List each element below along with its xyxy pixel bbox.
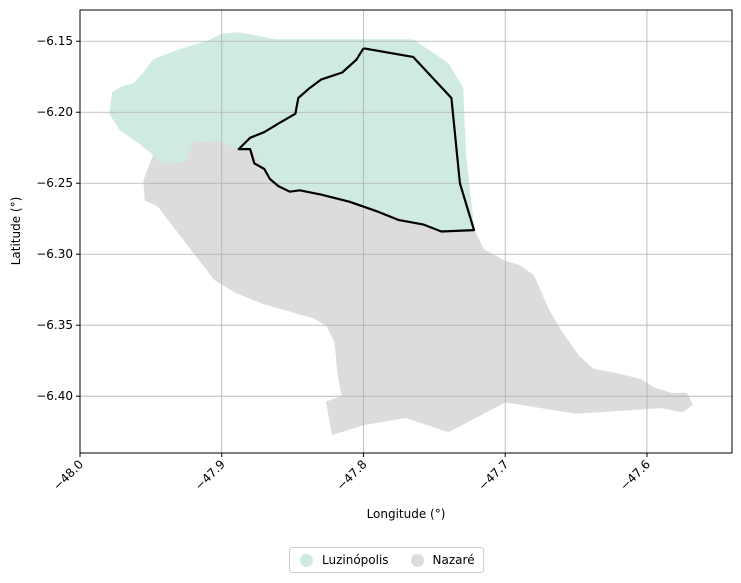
- plot-frame: [79, 9, 733, 454]
- x-tick-label: −47.7: [475, 457, 511, 493]
- y-tick-label: −6.15: [36, 34, 73, 48]
- x-tick-label: −47.6: [617, 457, 653, 493]
- y-tick-label: −6.20: [36, 105, 73, 119]
- legend-label-luzinopolis: Luzinópolis: [322, 553, 389, 567]
- y-axis-label: Latitude (°): [9, 197, 23, 266]
- legend-item-luzinopolis: Luzinópolis: [296, 553, 389, 567]
- y-axis: −6.15 −6.20 −6.25 −6.30 −6.35 −6.40: [36, 34, 80, 403]
- y-tick-label: −6.35: [36, 318, 73, 332]
- regions-layer: [109, 32, 693, 436]
- grid-layer: [79, 10, 732, 453]
- outline-layer: [237, 47, 476, 233]
- y-tick-label: −6.40: [36, 389, 73, 403]
- boundary-outline: [237, 47, 476, 233]
- legend-swatch-luzinopolis: [300, 553, 313, 567]
- legend: Luzinópolis Nazaré: [289, 547, 484, 573]
- legend-label-nazare: Nazaré: [432, 553, 475, 567]
- y-tick-label: −6.25: [36, 176, 73, 190]
- x-tick-label: −47.9: [192, 457, 228, 493]
- legend-item-nazare: Nazaré: [407, 553, 475, 567]
- legend-swatch-nazare: [410, 553, 424, 567]
- y-tick-label: −6.30: [36, 247, 73, 261]
- x-tick-label: −48.0: [50, 457, 86, 493]
- x-axis: −48.0 −47.9 −47.8 −47.7 −47.6: [50, 453, 653, 493]
- x-axis-label: Longitude (°): [367, 507, 446, 521]
- x-tick-label: −47.8: [334, 457, 370, 493]
